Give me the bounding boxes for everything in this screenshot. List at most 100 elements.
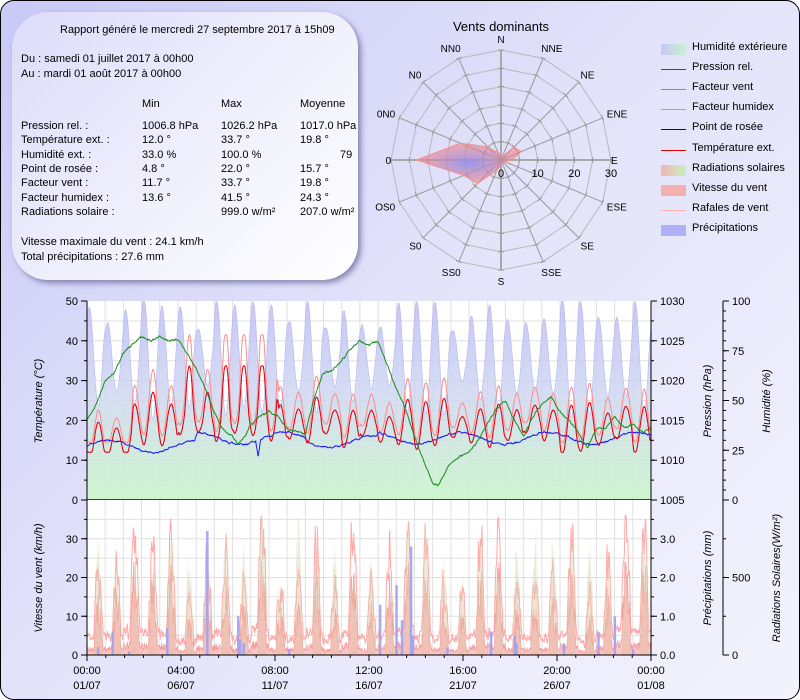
report-row-avg: 1017.0 hPa [300, 120, 357, 132]
precipitation-bar [378, 604, 382, 655]
wind-rose-r-tick: 20 [568, 168, 580, 180]
wind-rose-tick [550, 178, 554, 185]
wind-rose-label: N0 [409, 70, 422, 81]
legend-swatch [661, 224, 686, 236]
wind-rose-tick [491, 175, 497, 179]
wind-rose-tick [512, 192, 518, 196]
wind-rose-label: ESE [607, 202, 627, 213]
precipitation-bar [515, 643, 518, 655]
report-row-avg: 19.8 ° [300, 134, 329, 147]
report-to: Au : mardi 01 août 2017 à 00h00 [21, 68, 182, 80]
report-row-min: 4.8 ° [142, 162, 165, 175]
radiation-axis-title: Radiations Solaires(W/m²) [771, 513, 783, 642]
wind-rose-tick [563, 222, 569, 228]
legend-label: Facteur humidex [692, 101, 774, 114]
temperature-axis-title: Température (°C) [33, 358, 45, 443]
x-tick-time: 20:00 [543, 665, 571, 677]
precipitation-axis-title: Précipitations (mm) [702, 530, 714, 625]
legend-swatch [661, 109, 686, 111]
pressure-tick-label: 1030 [660, 296, 684, 308]
wind-rose-tick [511, 170, 517, 176]
wind-rose-tick [484, 124, 490, 128]
wind-rose-tick [433, 92, 439, 98]
wind-rose-tick [414, 121, 418, 128]
wind-rose-tick [469, 226, 476, 230]
wind-rose-direction-labels: N NNE NE ENE E ESE SE SSE S SS0 S0 OS0 0 0N0 N0 NN0 [375, 35, 627, 288]
precipitation-bar [597, 631, 600, 655]
humidity-tick-label: 100 [732, 296, 750, 308]
wind-rose-tick [526, 90, 533, 94]
precipitation-bar [166, 627, 169, 655]
report-row-label: Humidité ext. : [21, 148, 92, 161]
legend-swatch [661, 89, 686, 91]
wind-rose-tick [576, 235, 582, 241]
wind-rose-tick [550, 209, 556, 215]
precipitation-bar [513, 635, 517, 655]
pressure-tick-label: 1010 [660, 455, 684, 467]
wind-rose-area [415, 142, 523, 184]
wind-rose-tick [516, 164, 520, 170]
wind-tick-label: 10 [66, 611, 78, 623]
legend-label: Pression rel. [692, 61, 754, 74]
wind-rose-tick [459, 118, 465, 124]
wind-rose-tick [433, 222, 439, 228]
temperature-tick-label: 40 [66, 336, 78, 348]
temperature-tick-label: 0 [72, 495, 78, 507]
wind-rose-label: S [498, 277, 505, 288]
wind-rose-tick [420, 235, 426, 241]
col-min-header: Min [142, 98, 160, 110]
x-tick-date: 26/07 [543, 680, 571, 692]
wind-rose-tick [519, 107, 526, 111]
wind-rose-tick [584, 192, 588, 199]
legend-swatch [661, 149, 686, 151]
wind-tick-label: 0 [72, 650, 78, 662]
report-row-max: 33.7 ° [221, 177, 250, 190]
series-pression-rel [87, 335, 651, 487]
humidity-tick-label: 25 [732, 445, 744, 457]
wind-rose-tick [601, 114, 605, 121]
humidity-tick-label: 0 [732, 495, 738, 507]
wind-rose-tick [537, 196, 543, 202]
precipitation-bar [206, 531, 209, 655]
wind-tick-label: 20 [66, 573, 78, 585]
wind-rose-tick [472, 183, 478, 189]
legend-label: Humidité extérieure [692, 41, 788, 53]
precipitation-tick-label: 2.0 [660, 573, 675, 585]
series-radiations-solaires [87, 506, 651, 655]
pressure-tick-label: 1005 [660, 495, 684, 507]
report-panel: Rapport généré le mercredi 27 septembre … [12, 12, 358, 280]
legend-label: Rafales de vent [692, 201, 769, 214]
report-row-label: Température ext. : [21, 134, 110, 147]
x-tick-time: 12:00 [355, 665, 383, 677]
pressure-tick-label: 1025 [660, 336, 684, 348]
precipitation-tick-label: 1.0 [660, 611, 675, 623]
radiation-tick-label: 500 [732, 573, 750, 585]
wind-rose-label: SS0 [442, 268, 461, 279]
wind-rose-tick [448, 178, 452, 185]
wind-rose-label: 0 [385, 156, 391, 167]
wind-rose-tick [484, 192, 490, 196]
report-row-avg: 15.7 ° [300, 162, 329, 175]
legend-swatch [661, 44, 686, 55]
report-row-max: 22.0 ° [221, 162, 250, 175]
report-row-min: 1006.8 hPa [142, 120, 199, 132]
x-tick-date: 16/07 [355, 680, 383, 692]
pressure-axis-title: Pression (hPa) [702, 364, 714, 437]
report-row-avg: 19.8 ° [300, 177, 329, 190]
report-row-min: 33.0 % [142, 148, 177, 161]
humidity-tick-label: 50 [732, 396, 744, 408]
weather-chart-top: 0102030405010051010101510201025103002550… [33, 296, 773, 507]
wind-rose-r-tick: 10 [532, 168, 544, 180]
report-max-wind: Vitesse maximale du vent : 24.1 km/h [21, 236, 204, 248]
wind-axis-title: Vitesse du vent (km/h) [33, 523, 45, 633]
report-row-avg: 79 [340, 148, 353, 161]
pressure-tick-label: 1015 [660, 415, 684, 427]
wind-rose-tick [431, 185, 435, 192]
precipitation-bar [411, 635, 415, 655]
precipitation-bar [446, 647, 449, 655]
bottom-axes: 0 10 20 30 0.0 1.0 2.0 3.0 0 500 Vitesse du vent (… [33, 499, 783, 692]
wind-rose-grid [390, 49, 612, 271]
weather-chart-bottom: 0 10 20 30 0.0 1.0 2.0 3.0 0 500 Vitesse du vent (… [33, 499, 783, 692]
wind-rose-tick [533, 171, 537, 177]
wind-rose-tick [472, 131, 478, 137]
